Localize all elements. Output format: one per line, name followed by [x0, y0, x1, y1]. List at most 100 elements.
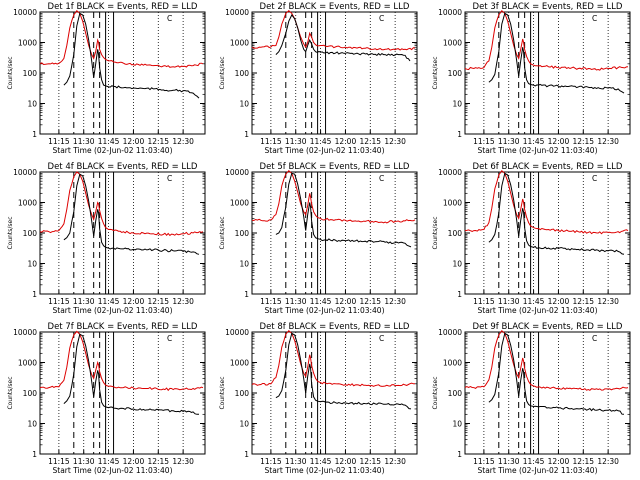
- x-tick-label: 11:45: [523, 457, 545, 466]
- x-axis-label: Start Time (02-Jun-02 11:03:40): [478, 306, 598, 315]
- y-tick-label: 10000: [225, 328, 249, 337]
- x-tick-label: 11:45: [310, 297, 332, 306]
- y-tick-label: 10000: [438, 168, 462, 177]
- y-axis-label: Counts/sec: [7, 216, 14, 249]
- x-tick-label: 12:15: [359, 457, 381, 466]
- x-tick-label: 12:00: [123, 137, 145, 146]
- x-tick-label: 11:15: [48, 297, 70, 306]
- y-tick-label: 100: [448, 69, 463, 78]
- y-tick-label: 1: [244, 290, 249, 299]
- y-axis-label: Counts/sec: [432, 56, 439, 89]
- chart-title: Det 7f BLACK = Events, RED = LLD: [48, 322, 198, 332]
- x-tick-label: 11:45: [98, 137, 120, 146]
- y-tick-label: 1: [457, 130, 462, 139]
- x-tick-label: 12:15: [572, 457, 594, 466]
- x-tick-label: 11:30: [285, 457, 307, 466]
- events-series-line: [275, 14, 411, 62]
- x-tick-label: 12:15: [359, 137, 381, 146]
- x-tick-label: 11:30: [73, 137, 95, 146]
- y-tick-label: 10000: [13, 328, 37, 337]
- corner-label: C: [167, 174, 172, 183]
- y-tick-label: 1000: [18, 199, 37, 208]
- y-tick-label: 1: [32, 130, 37, 139]
- y-tick-label: 10000: [438, 8, 462, 17]
- x-axis-label: Start Time (02-Jun-02 11:03:40): [265, 146, 385, 155]
- x-tick-label: 11:15: [48, 137, 70, 146]
- x-tick-label: 11:45: [310, 137, 332, 146]
- x-tick-label: 12:30: [384, 457, 406, 466]
- y-tick-label: 10000: [13, 8, 37, 17]
- corner-label: C: [592, 14, 597, 23]
- lld-series-line: [39, 330, 204, 392]
- lld-series-line: [39, 171, 204, 237]
- y-tick-label: 10: [27, 260, 37, 269]
- y-tick-label: 10: [239, 100, 249, 109]
- y-tick-label: 1000: [230, 359, 249, 368]
- y-axis-label: Counts/sec: [219, 56, 226, 89]
- y-tick-label: 1000: [443, 199, 462, 208]
- corner-label: C: [379, 14, 384, 23]
- x-tick-label: 12:00: [123, 457, 145, 466]
- chart-title: Det 6f BLACK = Events, RED = LLD: [473, 162, 623, 172]
- y-axis-label: Counts/sec: [219, 376, 226, 409]
- y-tick-label: 1000: [230, 199, 249, 208]
- x-tick-label: 12:30: [597, 297, 619, 306]
- y-tick-label: 100: [23, 69, 38, 78]
- plot-frame: [39, 171, 206, 295]
- y-axis-label: Counts/sec: [219, 216, 226, 249]
- x-tick-label: 11:30: [285, 297, 307, 306]
- x-axis-label: Start Time (02-Jun-02 11:03:40): [53, 146, 173, 155]
- x-tick-label: 11:15: [473, 457, 495, 466]
- y-axis-label: Counts/sec: [432, 376, 439, 409]
- corner-label: C: [592, 334, 597, 343]
- x-axis-label: Start Time (02-Jun-02 11:03:40): [265, 466, 385, 475]
- x-axis-label: Start Time (02-Jun-02 11:03:40): [478, 146, 598, 155]
- x-tick-label: 12:00: [548, 297, 570, 306]
- chart-title: Det 1f BLACK = Events, RED = LLD: [48, 2, 198, 12]
- y-tick-label: 100: [235, 229, 250, 238]
- y-tick-label: 1: [457, 450, 462, 459]
- corner-label: C: [379, 174, 384, 183]
- x-axis-label: Start Time (02-Jun-02 11:03:40): [53, 306, 173, 315]
- y-tick-label: 1: [244, 130, 249, 139]
- lld-series-line: [251, 10, 416, 51]
- x-tick-label: 11:15: [473, 137, 495, 146]
- plot-frame: [251, 331, 418, 455]
- y-tick-label: 100: [23, 389, 38, 398]
- y-tick-label: 100: [448, 389, 463, 398]
- plot-frame: [464, 11, 631, 135]
- y-tick-label: 100: [235, 69, 250, 78]
- x-tick-label: 12:15: [572, 297, 594, 306]
- events-series-line: [275, 172, 412, 248]
- x-tick-label: 11:15: [48, 457, 70, 466]
- plot-frame: [464, 331, 631, 455]
- y-tick-label: 10: [452, 260, 462, 269]
- plot-frame: [39, 11, 206, 135]
- x-tick-label: 12:00: [548, 457, 570, 466]
- x-tick-label: 11:30: [73, 297, 95, 306]
- plot-frame: [464, 171, 631, 295]
- corner-label: C: [379, 334, 384, 343]
- x-tick-label: 11:45: [310, 457, 332, 466]
- chart-title: Det 2f BLACK = Events, RED = LLD: [260, 2, 410, 12]
- lld-series-line: [464, 329, 629, 391]
- x-tick-label: 11:15: [260, 137, 282, 146]
- y-tick-label: 10: [27, 420, 37, 429]
- y-tick-label: 1000: [443, 39, 462, 48]
- y-axis-label: Counts/sec: [7, 56, 14, 89]
- y-tick-label: 10: [452, 100, 462, 109]
- y-tick-label: 10000: [13, 168, 37, 177]
- x-tick-label: 11:30: [498, 457, 520, 466]
- x-tick-label: 12:15: [147, 137, 169, 146]
- x-tick-label: 11:30: [498, 297, 520, 306]
- y-tick-label: 10000: [438, 328, 462, 337]
- x-tick-label: 12:30: [384, 297, 406, 306]
- x-tick-label: 12:15: [147, 457, 169, 466]
- x-tick-label: 11:30: [285, 137, 307, 146]
